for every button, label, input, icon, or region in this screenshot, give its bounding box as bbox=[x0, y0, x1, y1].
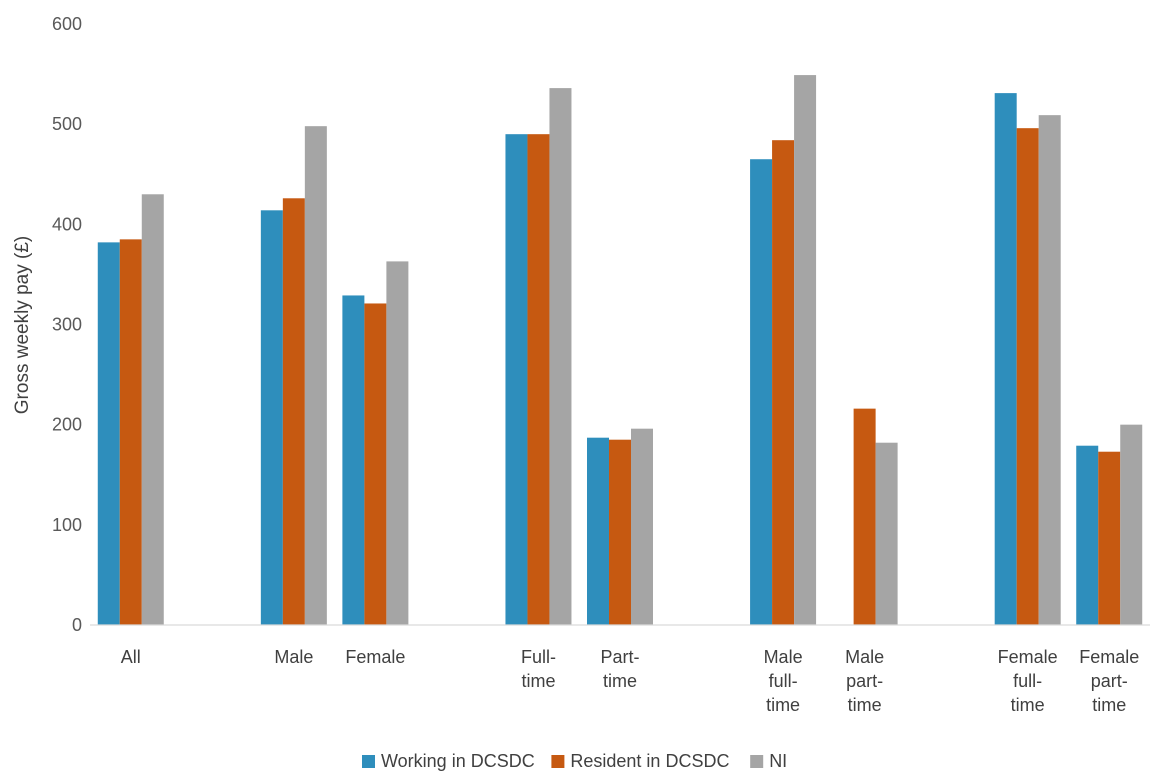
bars bbox=[97, 75, 1143, 626]
legend-label: NI bbox=[769, 751, 787, 771]
bar bbox=[505, 134, 528, 625]
bar bbox=[549, 88, 572, 625]
legend: Working in DCSDC Resident in DCSDC NI bbox=[362, 751, 787, 771]
y-tick-label: 500 bbox=[52, 114, 82, 134]
bar bbox=[1098, 451, 1121, 625]
x-tick-label: All bbox=[121, 647, 141, 667]
bar bbox=[342, 295, 365, 625]
legend-swatch bbox=[551, 755, 565, 768]
bar bbox=[853, 408, 876, 625]
y-tick-label: 0 bbox=[72, 615, 82, 635]
bar bbox=[386, 261, 409, 625]
y-tick-label: 300 bbox=[52, 315, 82, 335]
y-tick-label: 100 bbox=[52, 515, 82, 535]
x-tick-label: Male full-time bbox=[764, 647, 803, 715]
x-tick-label: Male part-time bbox=[845, 647, 884, 715]
bar bbox=[609, 439, 631, 625]
bar bbox=[1120, 424, 1143, 625]
bar bbox=[875, 442, 898, 625]
x-tick-label: Full-time bbox=[521, 647, 556, 691]
y-axis-ticks: 0 100 200 300 400 500 600 bbox=[52, 14, 82, 635]
bar bbox=[304, 126, 327, 626]
bar bbox=[97, 242, 120, 625]
y-tick-label: 200 bbox=[52, 415, 82, 435]
bar bbox=[994, 93, 1017, 626]
x-tick-label: Female full-time bbox=[998, 647, 1058, 715]
x-tick-label: Male bbox=[274, 647, 313, 667]
y-tick-label: 400 bbox=[52, 214, 82, 234]
bar bbox=[119, 239, 142, 625]
x-tick-label: Female part-time bbox=[1079, 647, 1139, 715]
bar bbox=[1016, 128, 1039, 625]
y-axis-title: Gross weekly pay (£) bbox=[12, 236, 33, 414]
bar bbox=[364, 303, 387, 625]
bar bbox=[260, 210, 283, 625]
legend-label: Working in DCSDC bbox=[381, 751, 535, 771]
bar bbox=[631, 428, 653, 625]
x-tick-label: Female bbox=[345, 647, 405, 667]
bar bbox=[527, 134, 550, 625]
bar bbox=[587, 437, 609, 625]
x-axis-category-labels: All Male Female Full-time Part-time Male full-… bbox=[121, 647, 1139, 715]
legend-label: Resident in DCSDC bbox=[570, 751, 729, 771]
y-tick-label: 600 bbox=[52, 14, 82, 34]
x-tick-label: Part-time bbox=[600, 647, 639, 691]
legend-item: Resident in DCSDC bbox=[551, 751, 729, 771]
bar bbox=[1038, 115, 1061, 625]
legend-item: NI bbox=[750, 751, 787, 771]
bar bbox=[772, 140, 795, 625]
bar bbox=[1076, 445, 1099, 625]
bar bbox=[141, 194, 164, 626]
bar bbox=[750, 159, 773, 625]
legend-swatch bbox=[750, 755, 764, 768]
legend-swatch bbox=[362, 755, 375, 768]
legend-item: Working in DCSDC bbox=[362, 751, 535, 771]
bar bbox=[282, 198, 305, 626]
bar bbox=[794, 75, 817, 625]
